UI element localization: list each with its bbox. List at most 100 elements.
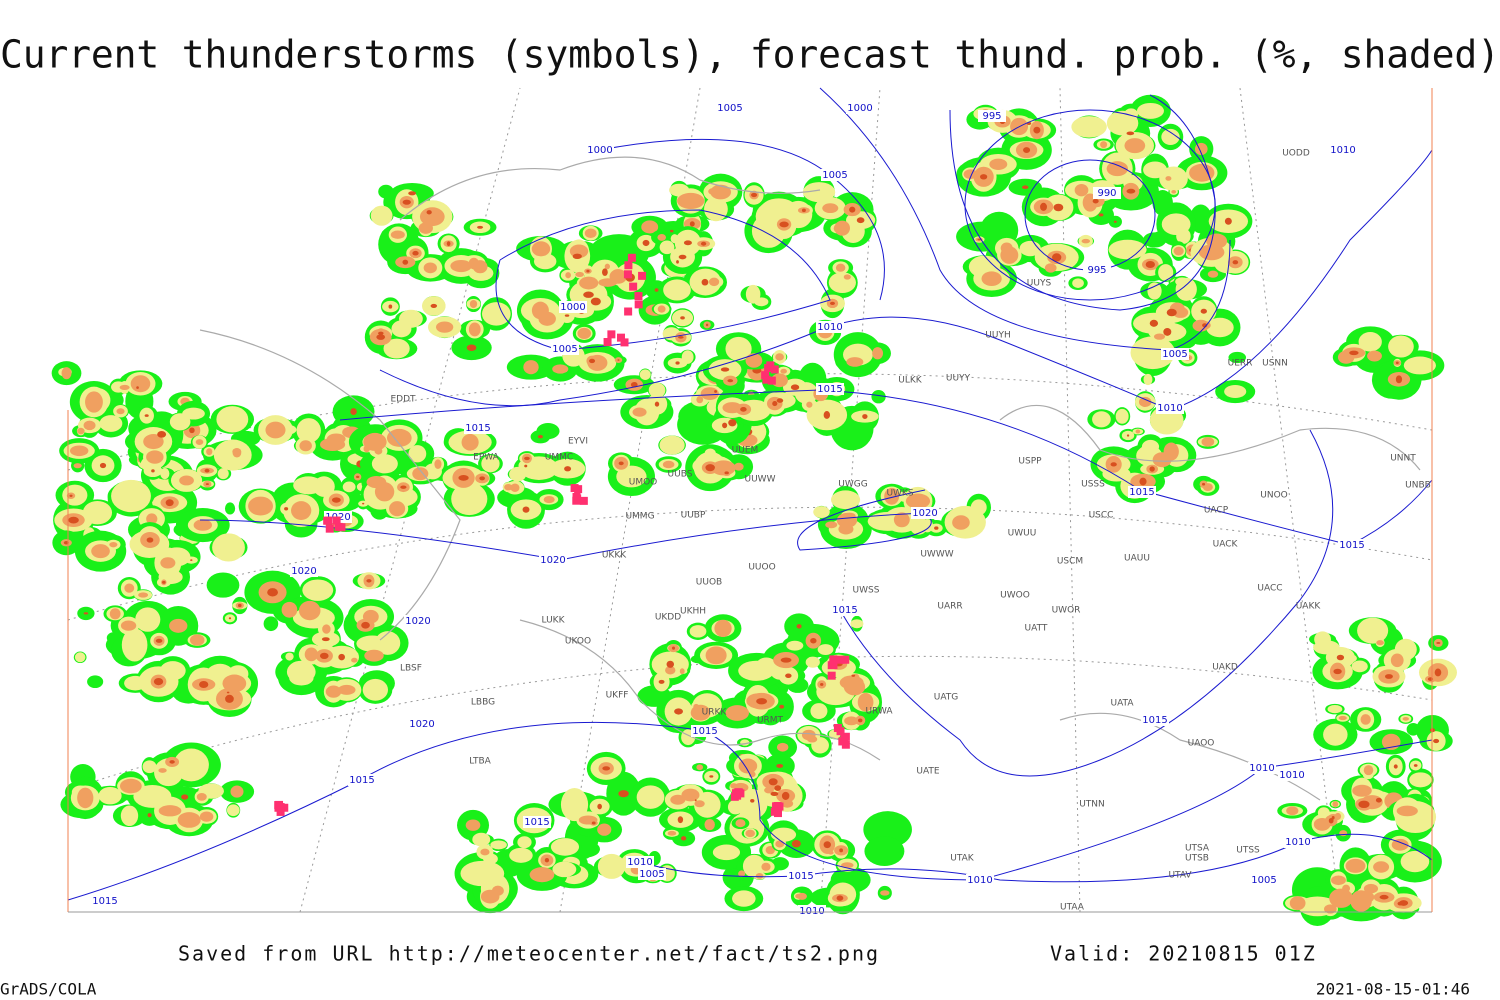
shading — [677, 192, 705, 210]
shading — [604, 263, 610, 270]
shading — [805, 656, 820, 668]
station-label: UWKS — [886, 489, 913, 499]
shading — [670, 794, 686, 805]
shading — [99, 415, 123, 432]
shading — [70, 445, 89, 457]
shading — [1158, 264, 1174, 281]
isobar-label-bg — [523, 816, 551, 828]
isobar-label-bg — [1338, 539, 1366, 551]
map-labels: 1005 100099510001005990101099510001005101… — [91, 102, 1431, 917]
station-label: EYVI — [568, 437, 588, 447]
station-label: URWA — [865, 707, 893, 717]
shading — [160, 557, 176, 569]
shading — [705, 646, 727, 665]
shading — [1224, 385, 1247, 399]
shading — [1345, 858, 1366, 873]
shading — [74, 652, 86, 663]
isobar-label-bg — [464, 422, 492, 434]
shading — [785, 673, 792, 678]
isobar-label-bg — [1156, 402, 1184, 414]
isobar-label: 1010 — [1249, 763, 1274, 774]
shading — [1327, 705, 1343, 714]
station-label: UUYY — [946, 374, 971, 384]
shading — [794, 382, 818, 404]
isobar-label-bg — [586, 144, 614, 156]
shading — [1433, 738, 1440, 744]
shading — [419, 207, 445, 227]
shading — [412, 250, 419, 256]
shading — [822, 203, 839, 214]
shading — [1376, 640, 1384, 646]
shading — [1336, 654, 1345, 661]
shading — [810, 637, 817, 644]
shading — [85, 391, 103, 413]
shading — [761, 862, 771, 871]
shading — [738, 870, 746, 878]
shading — [663, 279, 691, 301]
isobar-label-bg — [551, 343, 579, 355]
shading — [98, 787, 122, 805]
shading — [402, 199, 411, 205]
shading — [466, 344, 477, 351]
shading — [884, 487, 900, 505]
shading — [776, 763, 784, 768]
storm-symbol — [773, 809, 782, 818]
shading — [1328, 817, 1334, 824]
shading — [1339, 830, 1348, 837]
shading — [436, 321, 454, 333]
station-label: UNOO — [1260, 491, 1288, 501]
shading — [810, 703, 828, 720]
isobar-label-bg — [1284, 836, 1312, 848]
shading — [843, 274, 851, 280]
shading — [267, 588, 278, 597]
storm-symbol — [337, 523, 346, 532]
shading — [370, 205, 393, 226]
shading — [1143, 373, 1153, 386]
shading — [1189, 163, 1215, 182]
shading — [1224, 217, 1232, 225]
isobar-label: 1010 — [1285, 837, 1310, 848]
shading — [1163, 327, 1172, 336]
isobar-label: 1010 — [1157, 403, 1182, 414]
shading — [806, 401, 813, 408]
station-label: UMMG — [625, 512, 654, 522]
shading — [281, 601, 298, 618]
shading — [289, 670, 314, 686]
shading — [869, 515, 880, 525]
shading — [226, 804, 240, 817]
shading — [745, 353, 763, 368]
shading — [841, 862, 854, 869]
shading — [776, 398, 784, 403]
station-label: ULKK — [898, 376, 923, 386]
shading — [590, 297, 601, 306]
shading — [1400, 850, 1430, 873]
shading — [509, 847, 533, 863]
shading — [1323, 723, 1348, 746]
shading — [1149, 466, 1155, 472]
station-label: UAKK — [1296, 602, 1322, 612]
isobar-label: 1005 — [639, 869, 664, 880]
shading — [1393, 764, 1398, 769]
isobar-label: 995 — [982, 111, 1001, 122]
shading — [724, 471, 729, 475]
shading — [817, 644, 834, 656]
shading — [602, 268, 608, 276]
storm-symbol — [762, 375, 771, 384]
shading — [1053, 203, 1064, 212]
shading — [1313, 817, 1331, 831]
station-label: LBSF — [400, 664, 422, 674]
station-label: UTSA — [1185, 844, 1210, 854]
software: GrADS/COLA — [0, 980, 97, 999]
station-label: USSS — [1081, 480, 1105, 490]
station-label: UUYH — [985, 331, 1010, 341]
shading — [304, 647, 318, 662]
shading — [584, 228, 597, 238]
station-label: UAOO — [1188, 739, 1215, 749]
shading — [654, 288, 659, 292]
shading — [138, 592, 149, 598]
shading — [356, 475, 360, 479]
shading — [856, 217, 865, 224]
shading — [351, 657, 358, 663]
shading — [204, 468, 210, 473]
shading — [386, 428, 412, 447]
